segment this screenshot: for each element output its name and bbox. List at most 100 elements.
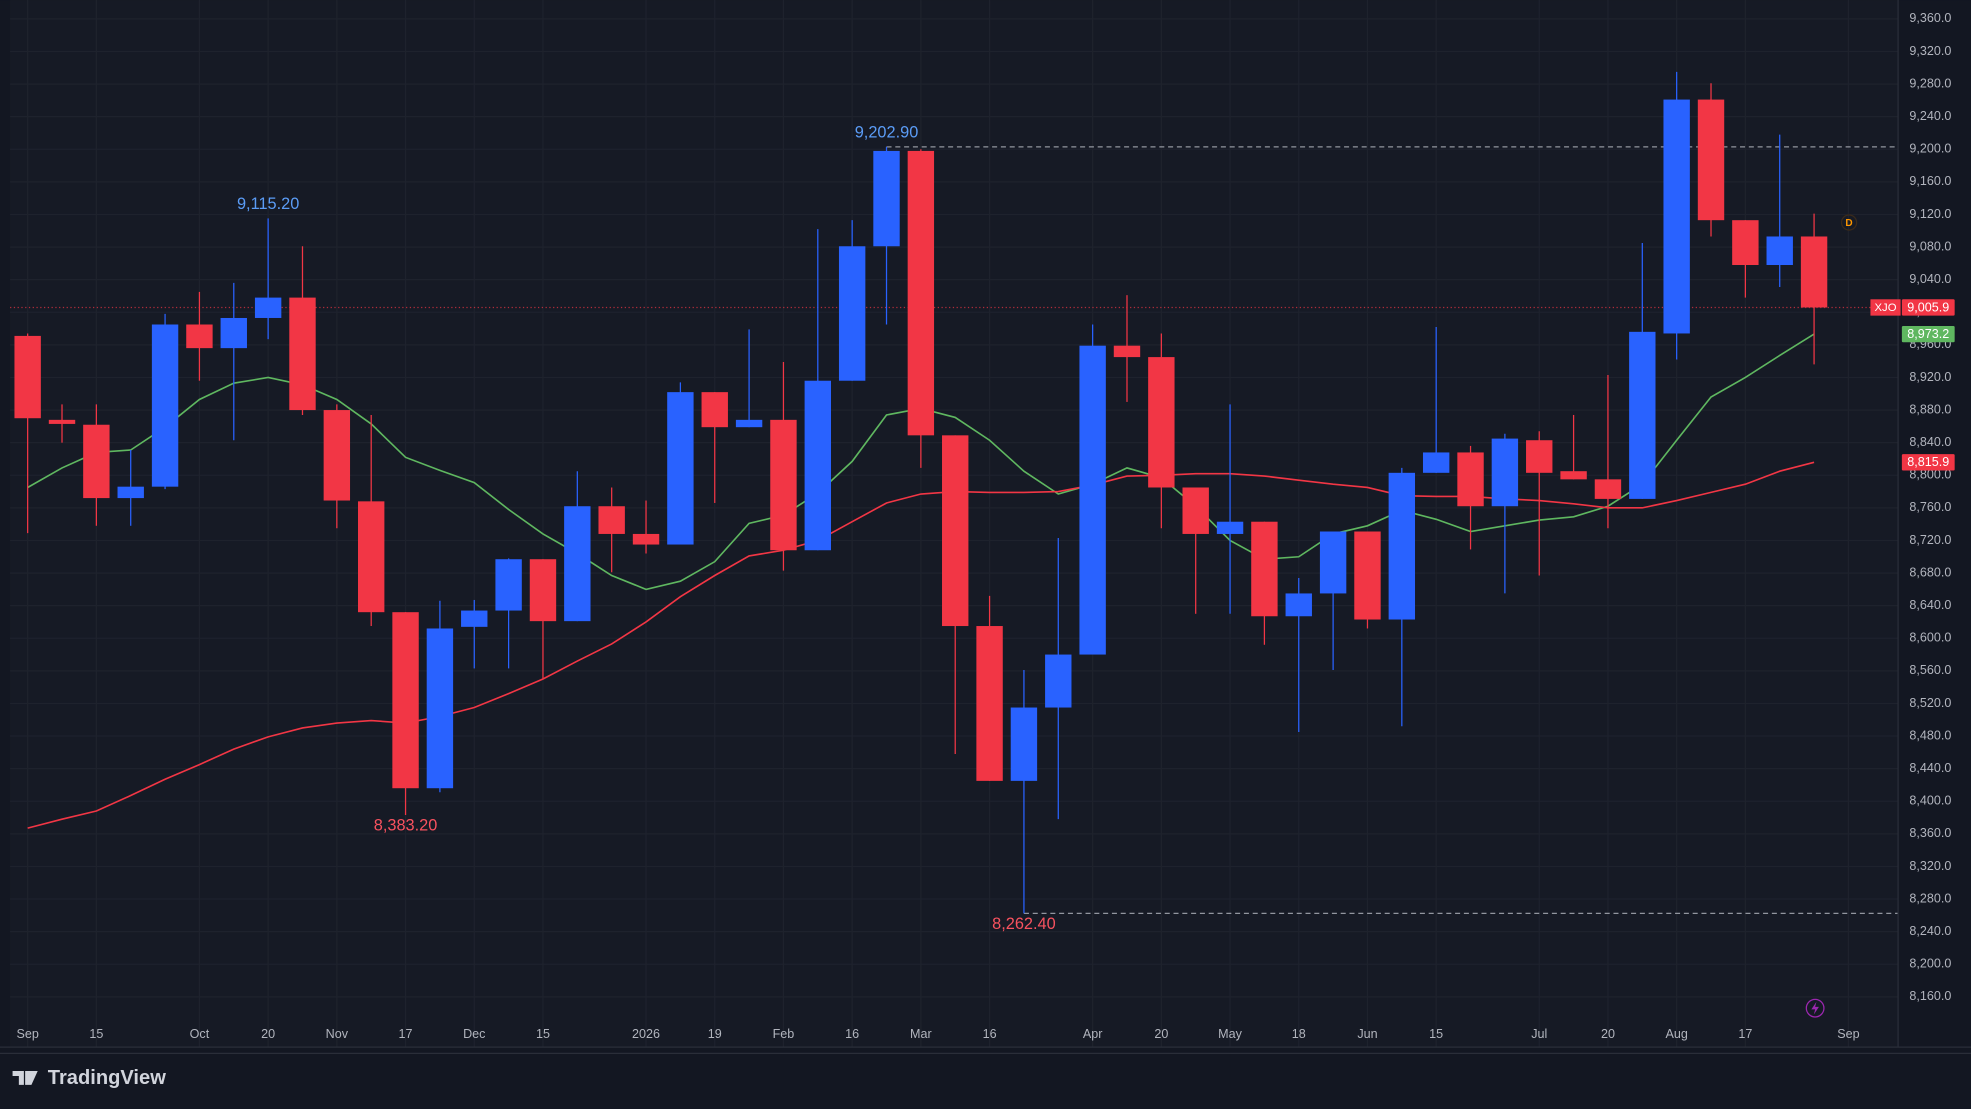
x-tick-label: Mar xyxy=(910,1027,932,1041)
candle-body xyxy=(495,559,522,611)
candle-body xyxy=(186,324,213,349)
alert-bolt xyxy=(1811,1001,1819,1015)
price-tag: 8,815.9 xyxy=(1907,455,1949,469)
candle-body xyxy=(632,533,660,545)
symbol-tag: XJO xyxy=(1875,302,1897,314)
y-tick-label: 8,720.0 xyxy=(1909,533,1951,547)
candle-body xyxy=(1010,707,1038,781)
y-tick-label: 9,120.0 xyxy=(1909,207,1951,221)
y-tick-label: 8,760.0 xyxy=(1909,500,1951,514)
candle-body xyxy=(1182,487,1209,534)
x-tick-label: Jul xyxy=(1531,1027,1547,1041)
candle-body xyxy=(907,150,935,436)
x-tick-label: 20 xyxy=(1154,1027,1168,1041)
candle-body xyxy=(1354,531,1381,620)
candle-body xyxy=(1148,357,1175,488)
candle-body xyxy=(220,317,247,349)
y-tick-label: 9,160.0 xyxy=(1909,174,1951,188)
x-tick-label: May xyxy=(1218,1027,1242,1041)
interval-badge xyxy=(1840,214,1858,231)
candle-body xyxy=(426,628,454,789)
y-tick-label: 8,560.0 xyxy=(1909,663,1951,677)
candle-body xyxy=(1388,472,1416,620)
candle-body xyxy=(1594,479,1622,499)
candle-body xyxy=(461,610,488,627)
candle-body xyxy=(392,612,419,789)
x-tick-label: Apr xyxy=(1083,1027,1103,1041)
x-tick-label: 20 xyxy=(261,1027,275,1041)
candle-body xyxy=(1285,593,1312,617)
y-tick-label: 8,640.0 xyxy=(1909,598,1951,612)
x-tick-label: 16 xyxy=(983,1027,997,1041)
y-tick-label: 9,360.0 xyxy=(1909,11,1951,25)
candle-body xyxy=(1251,521,1278,617)
candle-body xyxy=(598,506,625,534)
y-tick-label: 9,240.0 xyxy=(1909,109,1951,123)
price-tag-bg xyxy=(1901,454,1955,471)
y-tick-label: 9,320.0 xyxy=(1909,44,1951,58)
candle-body xyxy=(1491,438,1519,507)
candle-body xyxy=(1422,452,1450,473)
candle-body xyxy=(1732,220,1759,266)
price-tag: 8,973.2 xyxy=(1907,327,1949,341)
x-tick-label: Sep xyxy=(1837,1027,1859,1041)
alert-icon[interactable] xyxy=(1805,998,1825,1018)
candle-body xyxy=(14,335,41,419)
y-tick-label: 8,360.0 xyxy=(1909,826,1951,840)
candle-body xyxy=(48,419,76,424)
y-tick-label: 8,880.0 xyxy=(1909,402,1951,416)
candle-body xyxy=(976,626,1003,781)
x-tick-label: 2026 xyxy=(632,1027,660,1041)
extreme-label: 8,383.20 xyxy=(374,817,438,835)
candle-body xyxy=(1629,331,1656,499)
y-tick-label: 8,480.0 xyxy=(1909,728,1951,742)
candle-body xyxy=(701,392,728,428)
extreme-label: 9,202.90 xyxy=(855,123,919,141)
x-tick-label: Oct xyxy=(190,1027,210,1041)
y-tick-label: 8,600.0 xyxy=(1909,631,1951,645)
candle-body xyxy=(804,380,832,551)
candle-body xyxy=(838,246,866,381)
price-tag-bg xyxy=(1901,299,1955,316)
candle-body xyxy=(151,324,179,487)
candle-body xyxy=(1663,99,1690,334)
candle-body xyxy=(83,424,110,499)
plot: 9,115.20 9,202.90 8,383.20 8,262.40 xyxy=(10,71,1899,933)
y-tick-label: 8,400.0 xyxy=(1909,794,1951,808)
x-tick-label: 15 xyxy=(1429,1027,1443,1041)
x-tick-label: 17 xyxy=(399,1027,413,1041)
extreme-label: 8,262.40 xyxy=(992,915,1056,933)
candle-body xyxy=(564,506,591,622)
candle-body xyxy=(1079,345,1106,655)
candle-body xyxy=(323,410,351,501)
candle-body xyxy=(942,435,969,627)
candle-body xyxy=(1319,531,1347,594)
candle-body xyxy=(1766,236,1793,266)
x-tick-label: 17 xyxy=(1738,1027,1752,1041)
y-tick-label: 8,520.0 xyxy=(1909,696,1951,710)
x-tick-label: 18 xyxy=(1292,1027,1306,1041)
price-tag-bg xyxy=(1901,325,1955,343)
candle-body xyxy=(873,150,900,247)
candle-body xyxy=(1216,521,1244,534)
candle-body xyxy=(289,297,316,411)
y-tick-label: 8,200.0 xyxy=(1909,957,1951,971)
y-tick-label: 8,920.0 xyxy=(1909,370,1951,384)
x-tick-label: Feb xyxy=(773,1027,795,1041)
candle-body xyxy=(117,486,144,499)
symbol-tag-bg xyxy=(1870,299,1901,316)
x-tick-label: 15 xyxy=(89,1027,103,1041)
x-tick-label: Jun xyxy=(1357,1027,1377,1041)
x-tick-label: Nov xyxy=(326,1027,349,1041)
x-tick-label: 20 xyxy=(1601,1027,1615,1041)
interval-marker: D xyxy=(1845,218,1852,229)
y-tick-label: 8,800.0 xyxy=(1909,468,1951,482)
candle-body xyxy=(254,297,282,318)
candle-body xyxy=(1457,452,1484,507)
candle-body xyxy=(1113,345,1141,358)
x-tick-label: 16 xyxy=(845,1027,859,1041)
brand: TradingView xyxy=(48,1067,166,1089)
x-tick-label: Sep xyxy=(16,1027,38,1041)
candle-body xyxy=(1697,99,1725,221)
